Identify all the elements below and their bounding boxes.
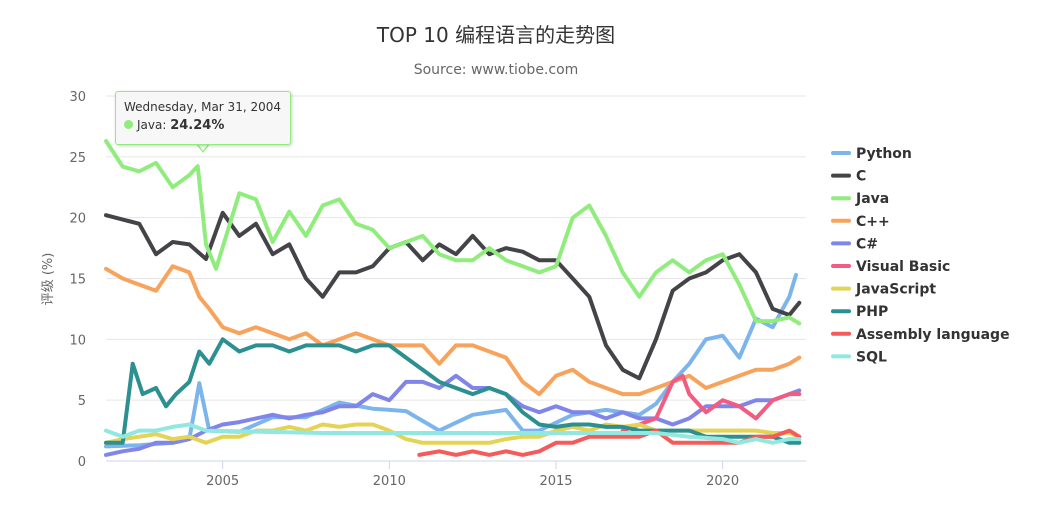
tooltip-series-name: Java (137, 118, 163, 132)
y-axis-ticks: 0 5 10 15 20 25 30 (69, 90, 86, 470)
legend-label: SQL (856, 349, 887, 365)
x-tick-label: 2010 (373, 474, 406, 489)
legend-label: JavaScript (855, 282, 936, 298)
series-line-python (104, 272, 798, 449)
legend-label: C (856, 169, 866, 185)
tooltip-arrow-inner (197, 143, 209, 151)
y-tick-label: 25 (69, 151, 86, 166)
legend-item-javascript[interactable]: JavaScript (831, 282, 936, 298)
legend-item-c[interactable]: C++ (831, 214, 890, 230)
x-tick-label: 2005 (206, 474, 239, 489)
chart-title: TOP 10 编程语言的走势图 (376, 23, 615, 47)
series-line-c (104, 264, 802, 397)
chart-subtitle: Source: www.tiobe.com (414, 62, 579, 78)
legend-label: C++ (856, 214, 890, 230)
y-tick-label: 10 (69, 333, 86, 348)
legend-item-assembly-language[interactable]: Assembly language (831, 327, 1010, 343)
legend: Python C Java C++ C# Visual Basic JavaScript PH… (831, 146, 1010, 365)
legend-label: Java (855, 191, 889, 207)
legend-item-python[interactable]: Python (831, 146, 912, 162)
y-tick-label: 30 (69, 90, 86, 105)
legend-label: PHP (856, 304, 888, 320)
tooltip-value: 24.24% (170, 118, 225, 133)
legend-item-visual-basic[interactable]: Visual Basic (831, 259, 950, 275)
y-tick-label: 20 (69, 212, 86, 227)
legend-item-sql[interactable]: SQL (831, 349, 887, 365)
x-axis-ticks: 2005 2010 2015 2020 (206, 461, 739, 489)
tooltip: Wednesday, Mar 31, 2004 Java: 24.24% (115, 91, 291, 145)
x-tick-label: 2015 (539, 474, 572, 489)
legend-item-c[interactable]: C# (831, 236, 878, 252)
series-line-php (104, 337, 802, 445)
y-tick-label: 0 (78, 455, 86, 470)
tooltip-series-marker (124, 120, 133, 129)
y-tick-label: 5 (78, 394, 86, 409)
series-line-sql (104, 422, 802, 445)
x-tick-label: 2020 (706, 474, 739, 489)
series-line-java (104, 139, 802, 326)
legend-item-c[interactable]: C (831, 169, 866, 185)
series-line-c (104, 373, 802, 457)
y-tick-label: 15 (69, 273, 86, 288)
series-lines (104, 139, 802, 457)
series-line-c (104, 210, 802, 381)
legend-label: Assembly language (856, 327, 1010, 343)
legend-label: Python (856, 146, 912, 162)
series-line-visual-basic (620, 373, 802, 433)
legend-label: C# (856, 236, 878, 252)
legend-label: Visual Basic (856, 259, 950, 275)
legend-item-php[interactable]: PHP (831, 304, 888, 320)
tooltip-date: Wednesday, Mar 31, 2004 (124, 100, 281, 114)
legend-item-java[interactable]: Java (831, 191, 889, 207)
y-axis-label: 评级 (%) (41, 253, 56, 306)
